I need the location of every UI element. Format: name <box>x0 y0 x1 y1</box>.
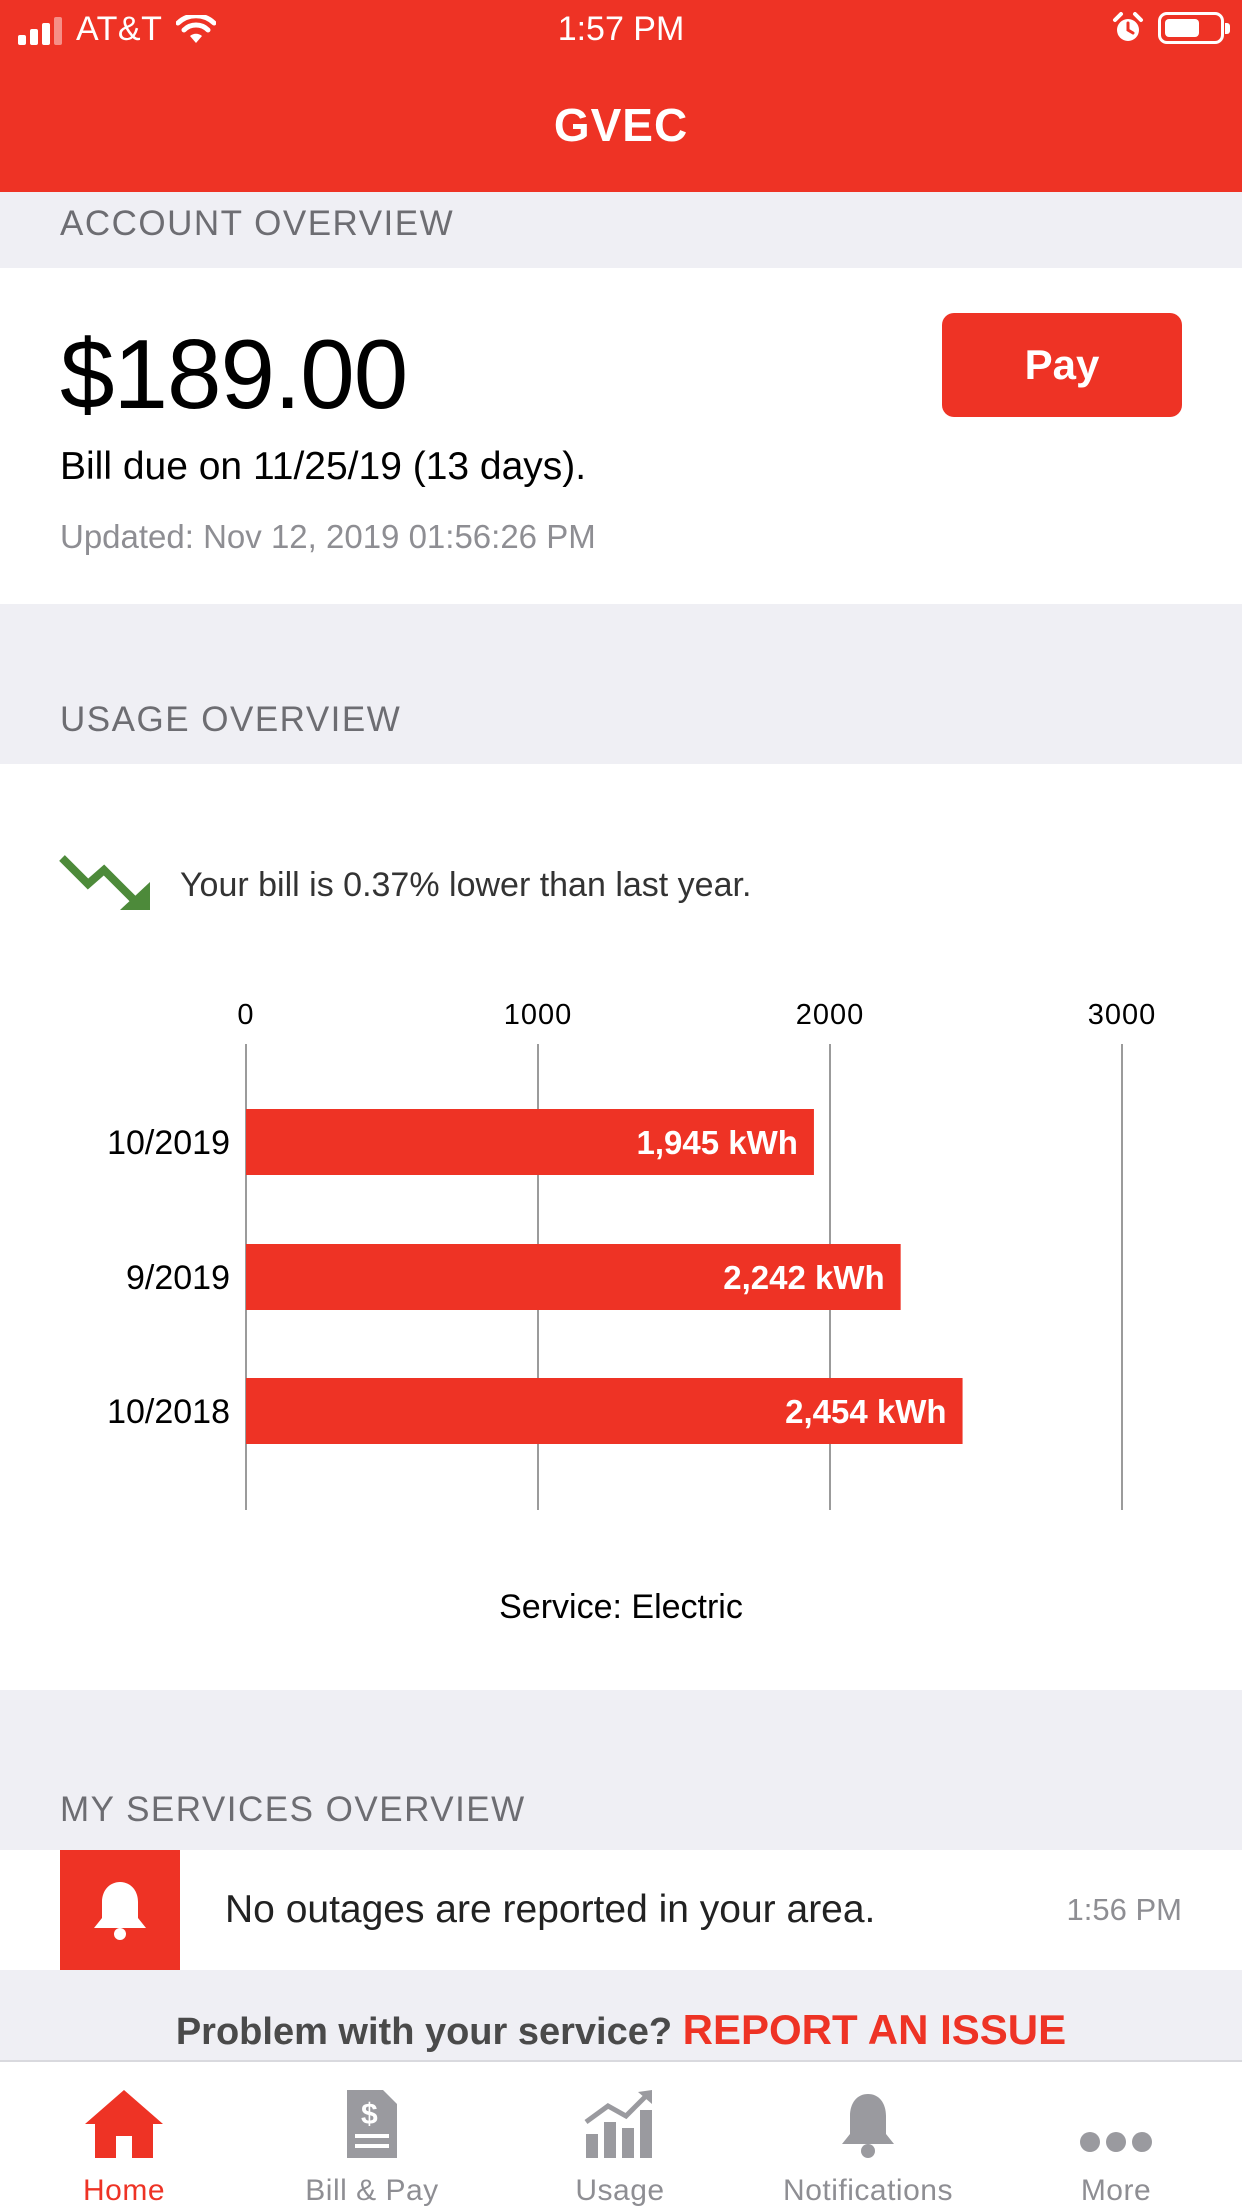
report-issue-link[interactable]: REPORT AN ISSUE <box>682 2006 1067 2053</box>
tab-more-label: More <box>1080 2174 1152 2207</box>
tab-more[interactable]: More <box>992 2062 1240 2208</box>
outage-status-time: 1:56 PM <box>1066 1892 1182 1927</box>
tab-home-label: Home <box>82 2174 166 2207</box>
tab-notifications[interactable]: Notifications <box>744 2062 992 2208</box>
home-icon <box>85 2090 163 2158</box>
x-tick-label: 0 <box>237 999 254 1031</box>
tab-bill-pay[interactable]: $ Bill & Pay <box>248 2062 496 2208</box>
usage-bar-chart: 0 1000 2000 3000 10/2019 1,945 kWh 9/2019 2,242… <box>107 999 1157 1510</box>
usage-bar <box>246 1109 814 1175</box>
status-left: AT&T <box>18 10 217 49</box>
trend-down-icon <box>59 855 150 910</box>
bar-category-label: 10/2019 <box>107 1124 230 1162</box>
usage-chart-icon <box>584 2090 652 2158</box>
outage-alert-badge <box>60 1850 180 1970</box>
bill-icon: $ <box>347 2090 397 2158</box>
status-bar: AT&T 1:57 PM <box>0 0 1242 60</box>
battery-icon <box>1158 12 1230 44</box>
carrier-name: AT&T <box>76 10 163 48</box>
status-right <box>1112 12 1230 44</box>
tab-notifications-label: Notifications <box>783 2174 953 2207</box>
bar-category-label: 10/2018 <box>107 1393 230 1431</box>
usage-trend-text: Your bill is 0.37% lower than last year. <box>180 866 752 904</box>
x-tick-label: 3000 <box>1088 999 1157 1031</box>
svg-text:$: $ <box>361 2098 378 2131</box>
tab-bar: Home $ Bill & Pay Usage <box>0 2060 1242 2208</box>
tab-bill-pay-label: Bill & Pay <box>305 2174 439 2207</box>
wifi-icon <box>176 14 217 43</box>
usage-bar <box>246 1244 901 1310</box>
alarm-icon <box>1113 12 1143 41</box>
outage-status-row[interactable]: No outages are reported in your area. 1:… <box>0 1850 1242 1970</box>
bell-icon <box>94 1882 146 1940</box>
service-label: Service: Electric <box>499 1588 743 1626</box>
report-issue-line: Problem with your service? REPORT AN ISS… <box>0 2006 1242 2054</box>
outage-status-text: No outages are reported in your area. <box>225 1888 876 1931</box>
bar-value-label: 1,945 kWh <box>637 1124 798 1161</box>
problem-text: Problem with your service? <box>175 2011 673 2053</box>
services-section-label: MY SERVICES OVERVIEW <box>60 1790 526 1829</box>
bar-value-label: 2,242 kWh <box>723 1259 884 1296</box>
usage-section-label: USAGE OVERVIEW <box>60 700 402 739</box>
app-title: GVEC <box>553 99 689 151</box>
tab-usage-label: Usage <box>575 2174 665 2207</box>
x-tick-label: 2000 <box>796 999 865 1031</box>
more-icon <box>1080 2132 1152 2152</box>
updated-timestamp: Updated: Nov 12, 2019 01:56:26 PM <box>60 518 596 555</box>
bell-icon <box>842 2094 894 2158</box>
tab-usage[interactable]: Usage <box>496 2062 744 2208</box>
bar-value-label: 2,454 kWh <box>785 1393 946 1430</box>
usage-card <box>0 764 1242 1690</box>
bar-category-label: 9/2019 <box>126 1259 230 1297</box>
pay-button[interactable]: Pay <box>942 313 1182 417</box>
app-header: AT&T 1:57 PM GVEC <box>0 0 1242 192</box>
signal-icon <box>18 15 62 45</box>
tab-home[interactable]: Home <box>0 2062 248 2208</box>
bill-due-text: Bill due on 11/25/19 (13 days). <box>60 445 587 488</box>
status-time: 1:57 PM <box>557 10 685 48</box>
x-tick-label: 1000 <box>504 999 573 1031</box>
account-section-label: ACCOUNT OVERVIEW <box>60 204 455 243</box>
bill-amount: $189.00 <box>60 319 408 429</box>
usage-bar <box>246 1378 963 1444</box>
